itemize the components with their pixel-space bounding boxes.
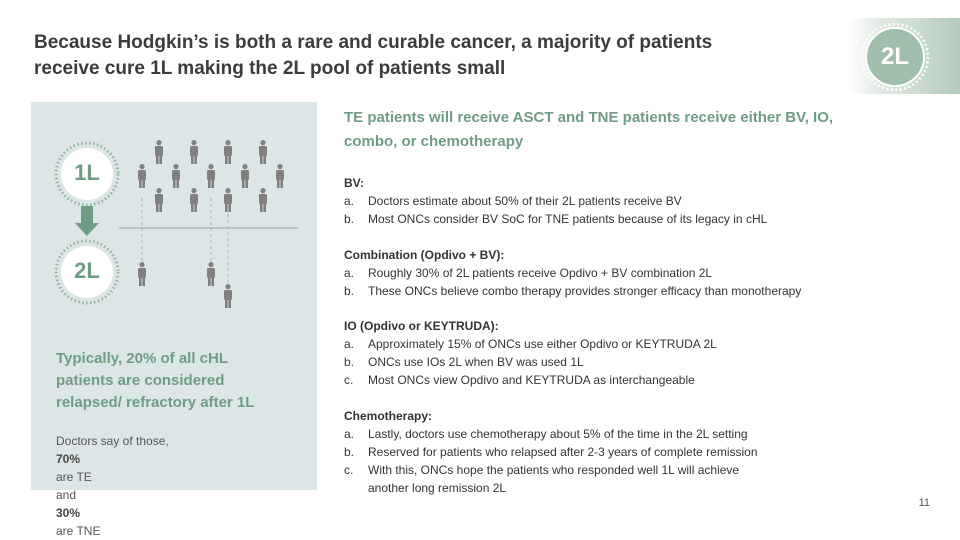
list-item: a. Roughly 30% of 2L patients receive Op…	[344, 264, 934, 282]
list-text: Most ONCs view Opdivo and KEYTRUDA as in…	[368, 373, 695, 387]
person-icon	[224, 140, 232, 164]
person-icon	[138, 164, 146, 188]
person-icon	[224, 188, 232, 212]
list-marker: a.	[344, 337, 355, 351]
list-text: Doctors estimate about 50% of their 2L p…	[368, 194, 682, 208]
right-heading-line-1: TE patients will receive ASCT and TNE pa…	[344, 109, 834, 126]
person-icon	[241, 164, 249, 188]
badge-2l-ring	[54, 239, 120, 305]
section-title: Chemotherapy:	[344, 408, 433, 423]
list-item: b. Reserved for patients who relapsed af…	[344, 443, 934, 461]
person-icon	[138, 262, 146, 286]
slide-title-line-1: Because Hodgkin’s is both a rare and cur…	[34, 32, 713, 53]
dashed-connectors	[141, 198, 229, 284]
te-tne-note-line-1: Doctors say of those, 70% are TE	[56, 432, 306, 486]
list-item: a. Lastly, doctors use chemotherapy abou…	[344, 425, 934, 443]
list-text: Roughly 30% of 2L patients receive Opdiv…	[368, 265, 713, 280]
section-title: IO (Opdivo or KEYTRUDA):	[344, 319, 499, 333]
section-title: Combination (Opdivo + BV):	[344, 247, 505, 262]
note-prefix: Doctors say of those,	[56, 434, 169, 448]
list-item: b. Most ONCs consider BV SoC for TNE pat…	[344, 210, 934, 228]
list-text: ONCs use IOs 2L when BV was used 1L	[368, 355, 584, 369]
list-marker: b.	[344, 355, 355, 369]
te-tne-note-line-2: and 30% are TNE	[56, 486, 306, 540]
relapse-headline-line-3: relapsed/ refractory after 1L	[56, 394, 255, 411]
list-text: Approximately 15% of ONCs use either Opd…	[368, 337, 717, 351]
corner-2l-label: 2L	[880, 43, 909, 70]
list-marker: a.	[344, 426, 355, 441]
down-arrow-icon	[75, 206, 99, 236]
section-chemotherapy: Chemotherapy: a. Lastly, doctors use che…	[344, 407, 934, 497]
person-icon	[172, 164, 180, 188]
figures-1l-group	[138, 140, 284, 212]
badge-2l-label: 2L	[74, 258, 100, 283]
person-icon	[207, 262, 215, 286]
list-text-continued: another long remission 2L	[368, 480, 507, 495]
corner-2l-badge-ring	[860, 22, 930, 92]
section-io: IO (Opdivo or KEYTRUDA): a. Approximatel…	[344, 317, 934, 389]
list-marker: b.	[344, 283, 355, 298]
section-bv: BV: a. Doctors estimate about 50% of the…	[344, 174, 934, 228]
right-heading: TE patients will receive ASCT and TNE pa…	[344, 106, 924, 154]
list-item: c. With this, ONCs hope the patients who…	[344, 461, 934, 497]
list-text: These ONCs believe combo therapy provide…	[368, 283, 802, 298]
badge-1l-ring	[54, 141, 120, 207]
list-item: b. These ONCs believe combo therapy prov…	[344, 282, 934, 300]
note-tne-suffix: are TNE	[56, 524, 101, 538]
section-title: BV:	[344, 176, 365, 190]
note-te-pct: 70%	[56, 452, 81, 466]
slide-title-line-2: receive cure 1L making the 2L pool of pa…	[34, 58, 506, 79]
list-marker: b.	[344, 444, 355, 459]
slide-title: Because Hodgkin’s is both a rare and cur…	[34, 30, 834, 82]
list-marker: c.	[344, 373, 354, 387]
therapy-sections: BV: a. Doctors estimate about 50% of the…	[344, 174, 934, 514]
list-marker: c.	[344, 462, 354, 477]
badge-1l-label: 1L	[74, 160, 100, 185]
person-icon	[155, 140, 163, 164]
patient-flow-graphic	[54, 140, 298, 308]
person-icon	[276, 164, 284, 188]
list-text: With this, ONCs hope the patients who re…	[368, 462, 740, 477]
person-icon	[224, 284, 232, 308]
list-item: c. Most ONCs view Opdivo and KEYTRUDA as…	[344, 371, 934, 389]
right-heading-line-2: combo, or chemotherapy	[344, 133, 524, 150]
note-and: and	[56, 488, 77, 502]
person-icon	[190, 140, 198, 164]
person-icon	[190, 188, 198, 212]
corner-2l-badge: 2L	[858, 20, 932, 94]
list-text: Reserved for patients who relapsed after…	[368, 444, 758, 459]
section-combination: Combination (Opdivo + BV): a. Roughly 30…	[344, 246, 934, 300]
person-icon	[155, 188, 163, 212]
person-icon	[259, 188, 267, 212]
person-icon	[207, 164, 215, 188]
relapse-headline: Typically, 20% of all cHL patients are c…	[56, 348, 306, 414]
figures-2l-group	[138, 262, 232, 308]
te-tne-note: Doctors say of those, 70% are TE and 30%…	[56, 432, 306, 540]
list-marker: b.	[344, 212, 355, 226]
list-item: a. Doctors estimate about 50% of their 2…	[344, 192, 934, 210]
list-item: b. ONCs use IOs 2L when BV was used 1L	[344, 353, 934, 371]
relapse-headline-line-2: patients are considered	[56, 372, 225, 389]
person-icon	[259, 140, 267, 164]
page-number: 11	[918, 497, 930, 509]
left-summary-panel: 1L 2L Typically, 20% of all cHL patients…	[31, 102, 317, 538]
list-text: Lastly, doctors use chemotherapy about 5…	[368, 426, 748, 441]
list-text: Most ONCs consider BV SoC for TNE patien…	[368, 212, 768, 226]
list-marker: a.	[344, 265, 355, 280]
list-marker: a.	[344, 194, 355, 208]
relapse-headline-line-1: Typically, 20% of all cHL	[56, 350, 229, 367]
note-tne-pct: 30%	[56, 506, 81, 520]
note-te-suffix: are TE	[56, 470, 92, 484]
list-item: a. Approximately 15% of ONCs use either …	[344, 335, 934, 353]
